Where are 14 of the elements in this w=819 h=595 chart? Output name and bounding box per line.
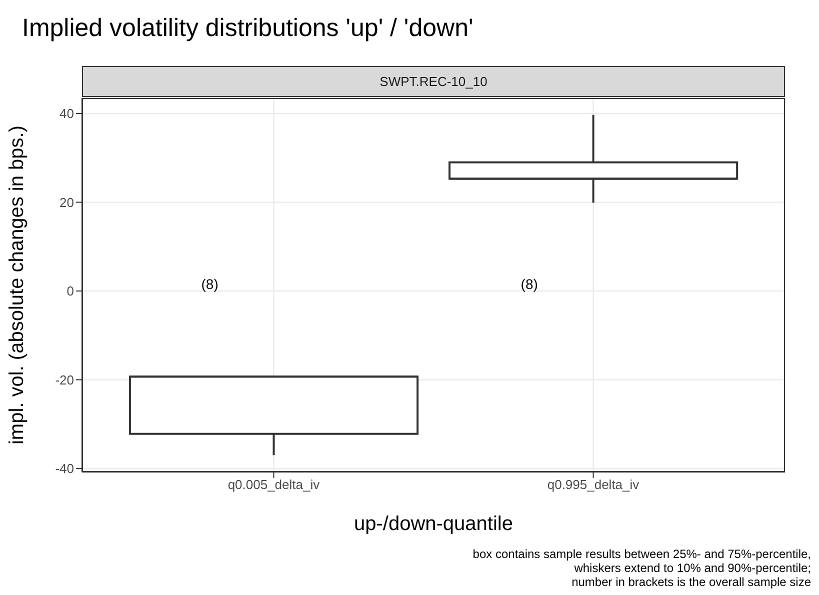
y-tick-label: -20 (55, 372, 74, 388)
y-tick-label: 20 (60, 194, 74, 210)
text: box contains sample results between 25%- and 75%-percentile, whiskers extend to 10% and 90%-percentile; number in brackets is the overall sample size (472, 547, 811, 589)
y-tick-label: -40 (55, 461, 74, 476)
x-tick-label: q0.995_delta_iv (547, 477, 640, 492)
chart-title: Implied volatility distributions 'up' / 'down' (22, 14, 474, 43)
y-axis-title: impl. vol. (absolute changes in bps.) (6, 125, 28, 445)
y-tick-label: 40 (60, 106, 74, 122)
x-axis-title: up-/down-quantile (354, 513, 513, 535)
annotation: (8) (200, 276, 220, 292)
chart-subtitle: SWPT.REC-10_10 (82, 66, 785, 97)
annotation: (8) (520, 276, 539, 292)
x-tick-label: q0.005_delta_iv (228, 477, 320, 492)
y-tick-label: 0 (66, 284, 74, 299)
